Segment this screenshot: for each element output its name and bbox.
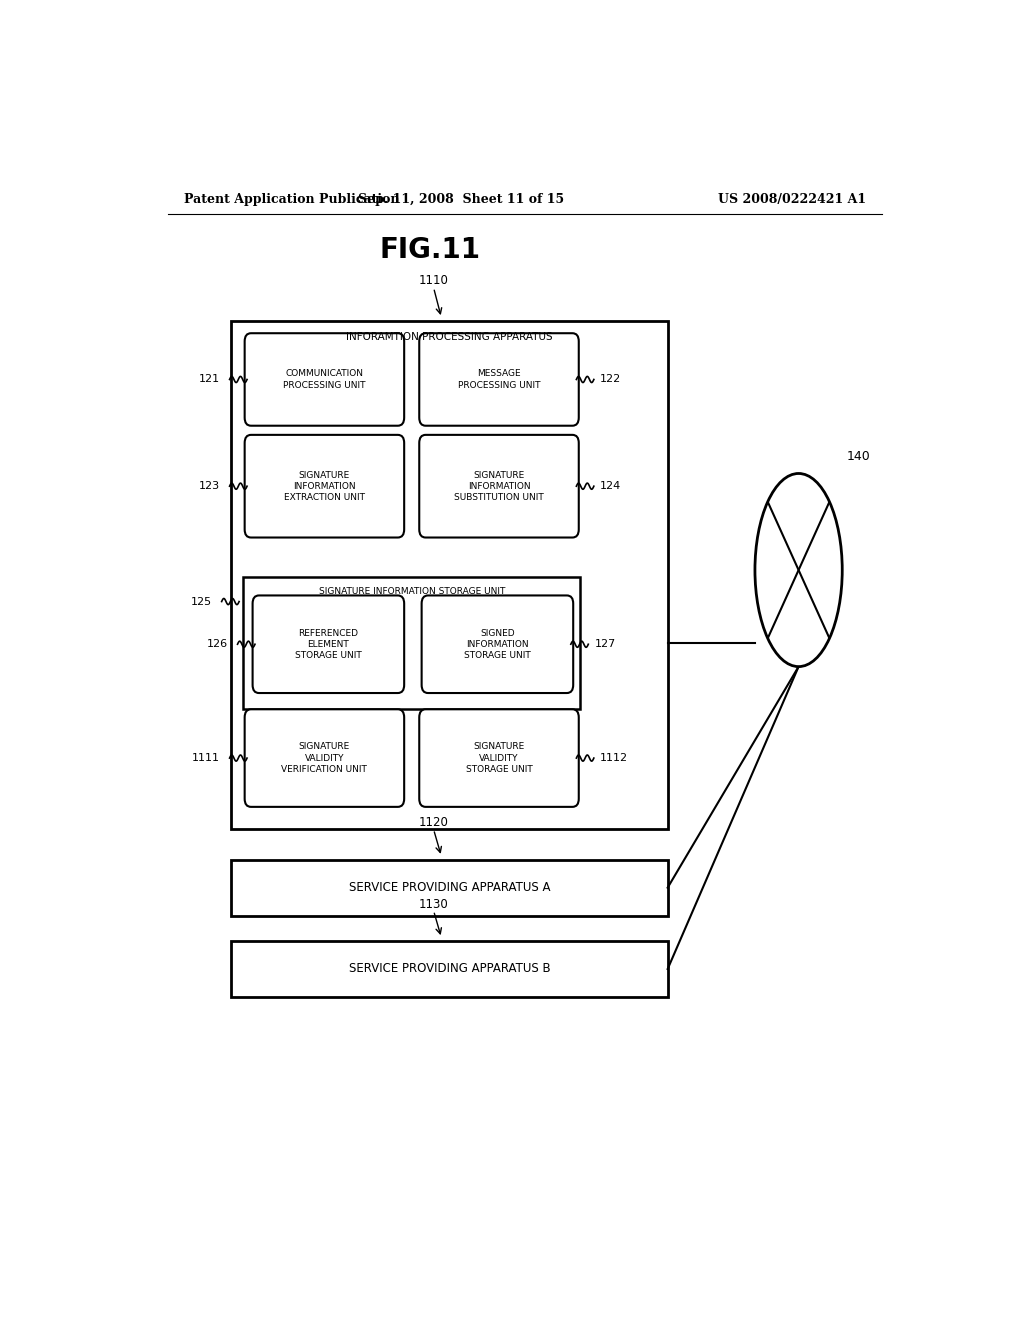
Text: 125: 125 xyxy=(191,597,212,607)
Text: REFERENCED
ELEMENT
STORAGE UNIT: REFERENCED ELEMENT STORAGE UNIT xyxy=(295,628,361,660)
Text: SIGNATURE
INFORMATION
SUBSTITUTION UNIT: SIGNATURE INFORMATION SUBSTITUTION UNIT xyxy=(454,471,544,502)
FancyBboxPatch shape xyxy=(253,595,404,693)
Text: COMMUNICATION
PROCESSING UNIT: COMMUNICATION PROCESSING UNIT xyxy=(284,370,366,389)
Ellipse shape xyxy=(755,474,842,667)
Text: 1111: 1111 xyxy=(193,754,220,763)
Text: Patent Application Publication: Patent Application Publication xyxy=(183,193,399,206)
Bar xyxy=(231,321,668,829)
Text: 140: 140 xyxy=(846,450,870,463)
Text: SERVICE PROVIDING APPARATUS A: SERVICE PROVIDING APPARATUS A xyxy=(348,882,550,894)
Text: SERVICE PROVIDING APPARATUS B: SERVICE PROVIDING APPARATUS B xyxy=(348,962,550,975)
FancyBboxPatch shape xyxy=(419,434,579,537)
Text: 126: 126 xyxy=(207,639,228,649)
Text: 1130: 1130 xyxy=(419,898,449,911)
Bar xyxy=(231,941,668,997)
Text: 124: 124 xyxy=(600,482,622,491)
FancyBboxPatch shape xyxy=(245,709,404,807)
Text: 121: 121 xyxy=(199,375,220,384)
Bar xyxy=(231,859,668,916)
FancyBboxPatch shape xyxy=(422,595,573,693)
Text: 123: 123 xyxy=(199,482,220,491)
FancyBboxPatch shape xyxy=(245,333,404,426)
Text: INFORAMTION PROCESSING APPARATUS: INFORAMTION PROCESSING APPARATUS xyxy=(346,333,553,342)
Text: SIGNATURE
INFORMATION
EXTRACTION UNIT: SIGNATURE INFORMATION EXTRACTION UNIT xyxy=(284,471,365,502)
Text: MESSAGE
PROCESSING UNIT: MESSAGE PROCESSING UNIT xyxy=(458,370,541,389)
Text: SIGNATURE
VALIDITY
VERIFICATION UNIT: SIGNATURE VALIDITY VERIFICATION UNIT xyxy=(282,742,368,774)
Text: 127: 127 xyxy=(595,639,615,649)
Text: 122: 122 xyxy=(600,375,622,384)
Text: FIG.11: FIG.11 xyxy=(379,236,480,264)
Text: 1110: 1110 xyxy=(419,275,449,288)
FancyBboxPatch shape xyxy=(419,709,579,807)
Text: Sep. 11, 2008  Sheet 11 of 15: Sep. 11, 2008 Sheet 11 of 15 xyxy=(358,193,564,206)
FancyBboxPatch shape xyxy=(419,333,579,426)
Text: SIGNATURE INFORMATION STORAGE UNIT: SIGNATURE INFORMATION STORAGE UNIT xyxy=(318,587,505,595)
Text: US 2008/0222421 A1: US 2008/0222421 A1 xyxy=(718,193,866,206)
Text: SIGNATURE
VALIDITY
STORAGE UNIT: SIGNATURE VALIDITY STORAGE UNIT xyxy=(466,742,532,774)
Text: 1120: 1120 xyxy=(419,816,449,829)
FancyBboxPatch shape xyxy=(245,434,404,537)
Text: SIGNED
INFORMATION
STORAGE UNIT: SIGNED INFORMATION STORAGE UNIT xyxy=(464,628,530,660)
Bar xyxy=(243,577,581,709)
Text: 1112: 1112 xyxy=(600,754,629,763)
